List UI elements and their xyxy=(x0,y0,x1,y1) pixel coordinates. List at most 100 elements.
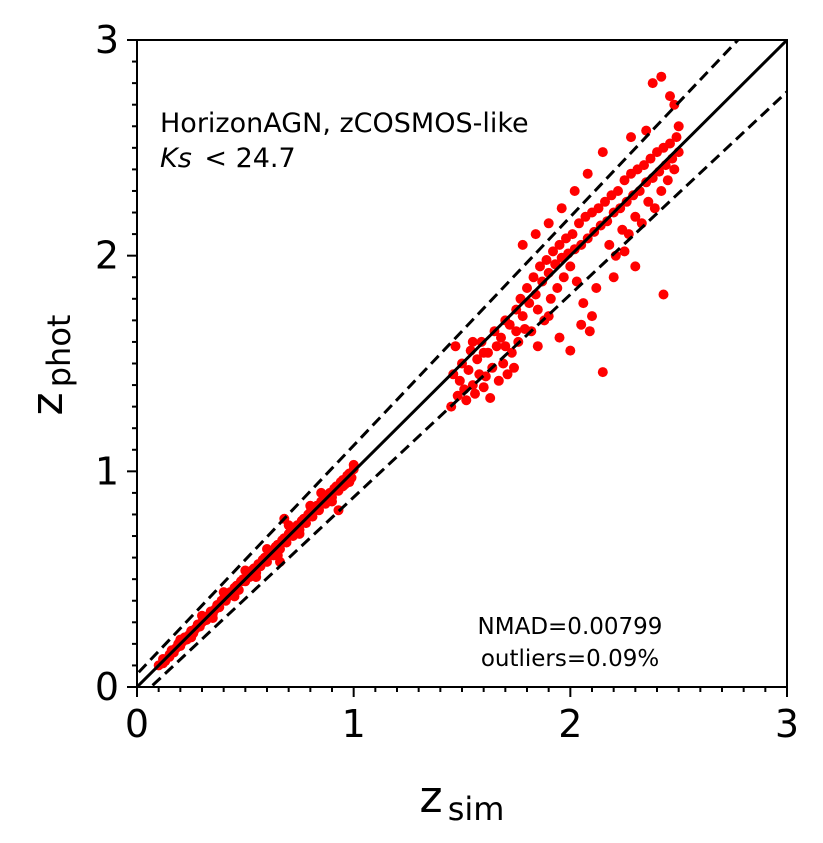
one-to-one-line xyxy=(137,40,787,687)
data-point xyxy=(621,196,632,207)
data-point xyxy=(517,311,528,322)
y-tick-label: 0 xyxy=(95,665,119,709)
data-point xyxy=(509,362,519,373)
data-point xyxy=(597,147,608,158)
data-point xyxy=(164,651,175,662)
data-point xyxy=(467,336,478,347)
y-tick-label: 2 xyxy=(95,234,119,278)
data-point xyxy=(480,371,491,382)
data-point xyxy=(470,388,480,399)
data-point xyxy=(448,369,459,380)
y-tick-label: 1 xyxy=(95,449,119,493)
annotation-cut-var: Ks xyxy=(160,143,192,174)
data-point xyxy=(552,283,563,293)
x-axis-label: z sim xyxy=(420,772,505,828)
data-point xyxy=(496,332,506,343)
data-point xyxy=(452,390,463,401)
data-point xyxy=(639,160,649,171)
upper-bound-line xyxy=(137,40,741,677)
data-point xyxy=(548,246,558,257)
x-axis-label-sub: sim xyxy=(448,790,505,828)
data-point xyxy=(506,347,517,358)
data-point xyxy=(316,487,327,498)
data-point xyxy=(587,311,597,322)
data-point xyxy=(656,71,667,82)
data-point xyxy=(528,272,539,283)
data-point xyxy=(673,121,684,132)
data-point xyxy=(545,293,556,304)
data-point xyxy=(565,261,576,272)
data-point xyxy=(556,203,567,214)
annotation-cut: Ks < 24.7 xyxy=(160,143,296,174)
data-point xyxy=(656,186,667,196)
data-point xyxy=(472,354,483,365)
stats-nmad: NMAD=0.00799 xyxy=(478,614,663,640)
data-point xyxy=(558,272,569,283)
data-point xyxy=(450,341,461,352)
data-point xyxy=(240,565,251,576)
data-point xyxy=(665,91,675,102)
data-point xyxy=(327,496,337,507)
data-point xyxy=(615,203,626,214)
data-point xyxy=(532,304,543,315)
data-point xyxy=(305,500,316,511)
data-point xyxy=(669,99,680,110)
data-point xyxy=(491,341,502,352)
y-axis-label-sub: phot xyxy=(40,315,78,388)
data-point xyxy=(630,261,641,272)
data-point xyxy=(669,164,680,175)
data-point xyxy=(461,395,472,406)
annotation-title: HorizonAGN, zCOSMOS-like xyxy=(160,108,529,139)
data-point xyxy=(604,239,615,250)
data-point xyxy=(630,211,641,222)
data-point xyxy=(584,326,595,337)
data-point xyxy=(463,365,474,375)
axis-ticks xyxy=(127,39,788,697)
data-point xyxy=(582,168,593,179)
data-point xyxy=(478,382,489,393)
data-point xyxy=(569,186,580,196)
x-axis-label-main: z xyxy=(420,772,443,823)
data-point xyxy=(576,319,587,330)
data-point xyxy=(665,138,675,149)
data-point xyxy=(565,345,576,356)
data-point xyxy=(493,375,504,386)
data-point xyxy=(532,341,543,352)
data-point xyxy=(502,369,513,380)
data-point xyxy=(478,347,489,358)
data-point xyxy=(498,358,509,369)
y-axis-label: z phot xyxy=(22,315,78,416)
data-point xyxy=(537,276,548,287)
data-point xyxy=(619,246,630,257)
data-point xyxy=(619,175,630,186)
data-point xyxy=(578,298,589,309)
data-point xyxy=(574,218,584,229)
x-tick-label: 2 xyxy=(558,702,582,746)
data-point xyxy=(535,261,545,272)
data-point xyxy=(671,132,682,143)
data-point xyxy=(608,272,619,283)
data-point xyxy=(504,319,515,330)
data-point xyxy=(522,283,532,293)
data-point xyxy=(662,175,673,186)
y-tick-label: 3 xyxy=(95,18,119,62)
stats-outliers: outliers=0.09% xyxy=(481,646,659,672)
data-point xyxy=(530,229,541,240)
data-point xyxy=(591,283,602,293)
data-point xyxy=(554,239,565,250)
y-axis-label-main: z xyxy=(22,392,73,415)
data-point xyxy=(641,125,652,136)
data-point xyxy=(602,216,613,227)
data-point xyxy=(643,196,654,207)
data-point xyxy=(649,203,660,214)
reference-lines xyxy=(137,40,787,687)
x-tick-label: 1 xyxy=(342,702,366,746)
data-point xyxy=(218,587,229,598)
y-tick-labels: 0 1 2 3 xyxy=(95,18,119,709)
data-point xyxy=(517,239,528,250)
x-tick-labels: 0 1 2 3 xyxy=(125,702,799,746)
data-point xyxy=(593,203,604,214)
data-point xyxy=(485,393,496,403)
data-point xyxy=(251,572,262,582)
